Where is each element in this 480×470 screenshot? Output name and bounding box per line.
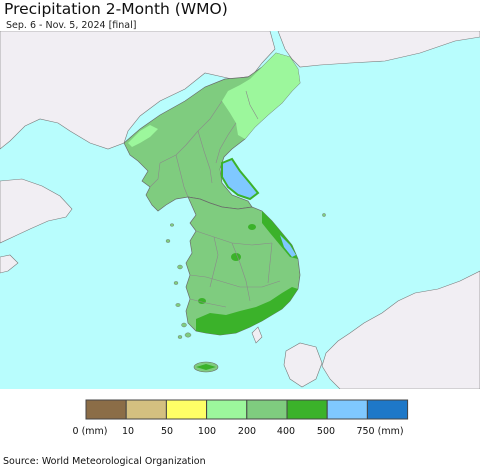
legend-swatches: [85, 399, 409, 420]
sk-inland-wet-patch: [248, 224, 256, 230]
china-east-coast: [0, 254, 19, 274]
nk-province-borders: [149, 90, 259, 198]
japan-tsushima: [251, 326, 263, 344]
japan-kyushu: [283, 342, 323, 388]
shandong-peninsula: [0, 178, 73, 244]
nk-ne-light-region: [222, 53, 300, 139]
data-source: Source: World Meteorological Organizatio…: [3, 456, 206, 467]
sk-east-coast-water: [280, 235, 296, 257]
legend-label: 100: [197, 426, 217, 437]
legend-swatch: [366, 399, 409, 420]
sk-south-coast-wet-band: [196, 287, 298, 335]
legend-swatch: [206, 399, 248, 420]
japan-landmass: [321, 270, 480, 389]
map-subtitle: Sep. 6 - Nov. 5, 2024 [final]: [6, 20, 137, 31]
map-title: Precipitation 2-Month (WMO): [4, 0, 228, 18]
sk-inland-wet-patch: [231, 253, 241, 261]
sk-west-islands: [165, 223, 192, 339]
legend-swatch: [165, 399, 208, 420]
east-coast-water-blue: [221, 157, 260, 201]
legend-swatch: [125, 399, 167, 420]
jeju-wet-patch: [196, 364, 216, 370]
legend-swatch: [85, 399, 127, 420]
legend-label: 500: [316, 426, 336, 437]
sk-province-borders: [189, 230, 281, 308]
legend-label: 400: [276, 426, 296, 437]
legend-swatch: [246, 399, 288, 420]
legend-swatch: [286, 399, 328, 420]
china-landmass: [0, 31, 276, 150]
legend-label: 10: [121, 426, 135, 437]
ulleung-island: [322, 213, 326, 217]
legend-label: 50: [160, 426, 174, 437]
legend-label: 750 (mm): [356, 426, 404, 437]
legend-label: 200: [237, 426, 257, 437]
legend-label: 0 (mm): [72, 426, 108, 437]
nk-nw-light-region: [128, 125, 158, 147]
legend-swatch: [326, 399, 368, 420]
precipitation-legend: [85, 399, 409, 420]
russia-landmass: [277, 31, 480, 68]
precipitation-map: [0, 31, 480, 389]
